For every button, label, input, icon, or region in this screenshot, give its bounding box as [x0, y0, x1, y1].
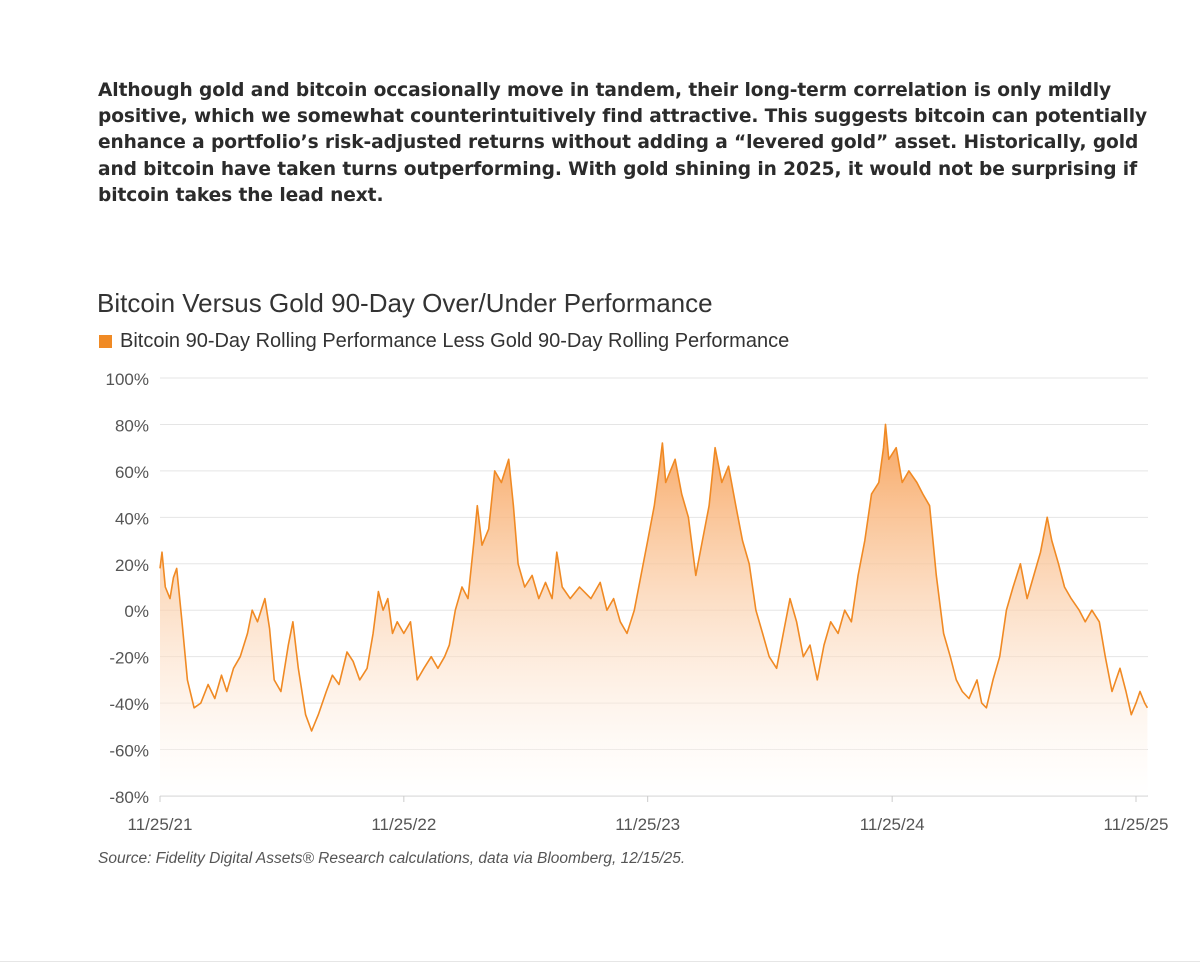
x-tick-label: 11/25/21 — [128, 815, 193, 834]
series-line — [159, 423, 1149, 732]
source-note: Source: Fidelity Digital Assets® Researc… — [98, 850, 686, 867]
intro-paragraph: Although gold and bitcoin occasionally m… — [98, 80, 1148, 206]
y-tick-label: 80% — [115, 416, 149, 435]
series-area — [160, 424, 1148, 796]
legend-label: Bitcoin 90-Day Rolling Performance Less … — [120, 330, 790, 352]
x-tick-label: 11/25/24 — [860, 815, 925, 834]
y-tick-label: -80% — [109, 788, 149, 807]
y-tick-label: 40% — [115, 509, 149, 528]
y-axis-ticks: 100% 80% 60% 40% 20% 0% -20% -40% -60% -80% — [106, 370, 149, 807]
x-tick-label: 11/25/25 — [1104, 815, 1169, 834]
series-layer — [159, 423, 1149, 796]
y-tick-label: -60% — [109, 742, 149, 761]
legend-swatch — [99, 335, 112, 348]
y-tick-label: -20% — [109, 649, 149, 668]
x-axis-ticks: 11/25/21 11/25/22 11/25/23 11/25/24 11/25/25 — [128, 796, 1169, 834]
y-tick-label: 60% — [115, 463, 149, 482]
x-tick-label: 11/25/22 — [371, 815, 436, 834]
bottom-divider — [0, 961, 1200, 962]
y-tick-label: 0% — [124, 602, 149, 621]
chart-title: Bitcoin Versus Gold 90-Day Over/Under Pe… — [97, 288, 713, 318]
y-tick-label: 20% — [115, 556, 149, 575]
chart-legend: Bitcoin 90-Day Rolling Performance Less … — [99, 330, 789, 353]
y-tick-label: 100% — [106, 370, 149, 389]
y-tick-label: -40% — [109, 695, 149, 714]
x-tick-label: 11/25/23 — [615, 815, 680, 834]
